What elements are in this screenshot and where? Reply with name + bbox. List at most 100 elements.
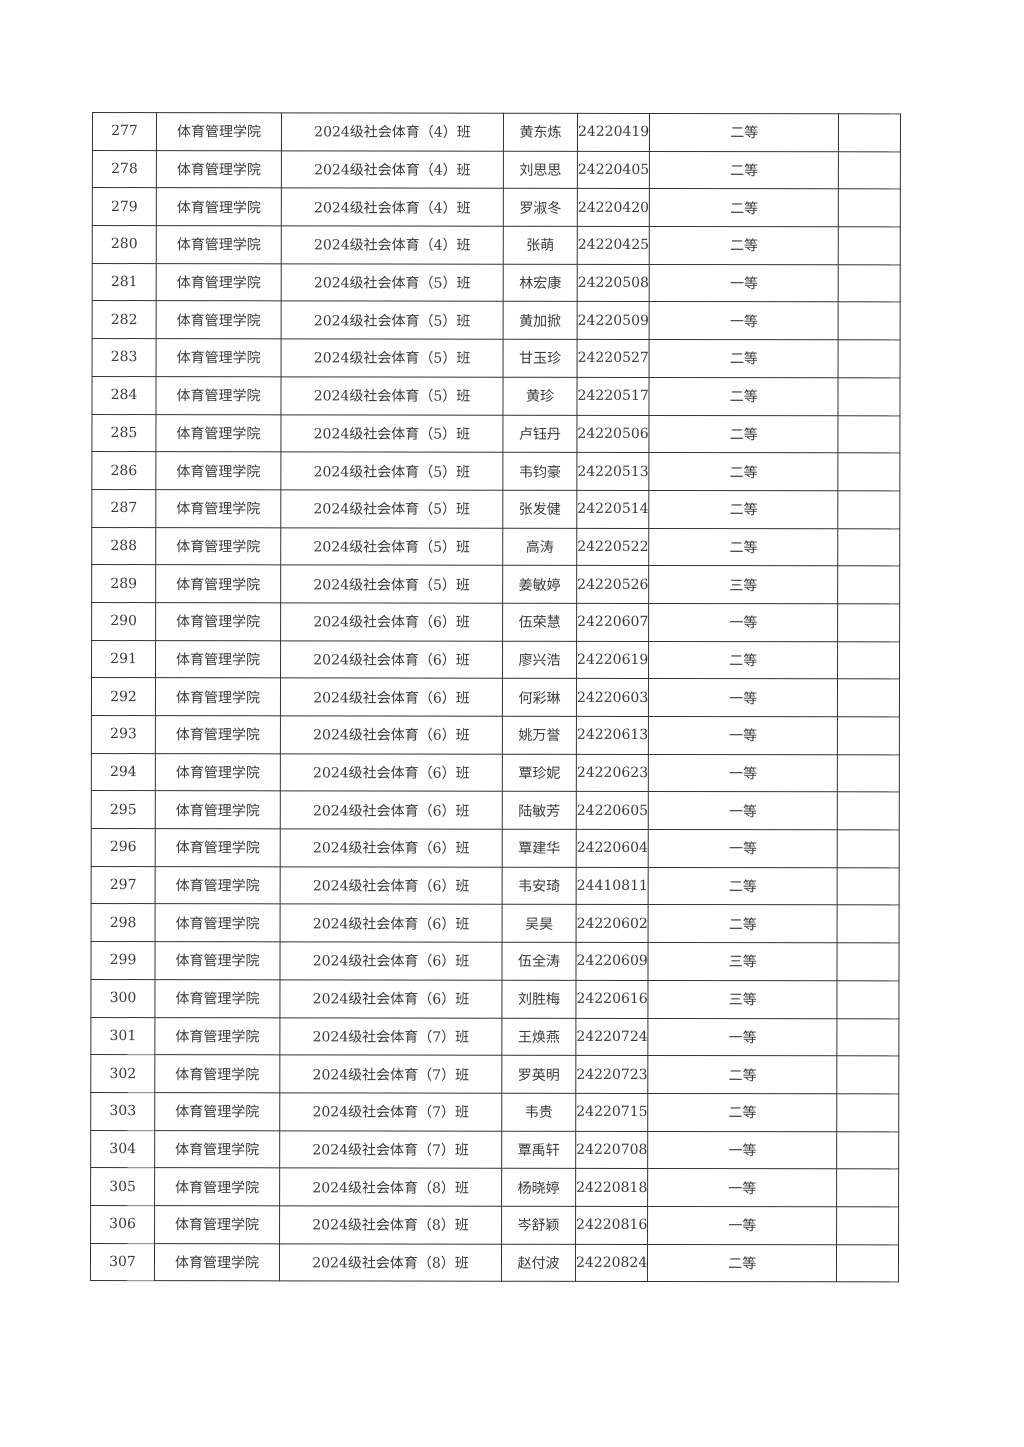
remarks-cell xyxy=(836,1169,899,1207)
class-cell: 2024级社会体育（5）班 xyxy=(281,301,504,340)
row-number: 285 xyxy=(91,414,156,452)
remarks-cell xyxy=(837,942,900,981)
class-cell: 2024级社会体育（4）班 xyxy=(281,225,504,264)
award-grade: 二等 xyxy=(649,226,839,265)
class-cell: 2024级社会体育（6）班 xyxy=(280,715,503,754)
student-id: 24220604 xyxy=(576,829,649,868)
award-grade: 三等 xyxy=(648,980,838,1019)
row-number: 296 xyxy=(91,828,156,867)
row-number: 295 xyxy=(91,790,156,829)
remarks-cell xyxy=(836,1131,899,1170)
student-name: 张发健 xyxy=(502,490,577,528)
student-id: 24220619 xyxy=(576,640,649,679)
row-number: 282 xyxy=(92,300,157,339)
student-name: 覃禹轩 xyxy=(501,1130,576,1169)
student-id: 24220623 xyxy=(576,754,649,792)
student-id: 24220527 xyxy=(577,339,650,378)
table-row: 300 体育管理学院 2024级社会体育（6）班 刘胜梅 24220616 三等 xyxy=(90,979,900,1019)
college-cell: 体育管理学院 xyxy=(156,301,282,339)
row-number: 297 xyxy=(91,866,156,905)
college-cell: 体育管理学院 xyxy=(156,225,282,264)
class-cell: 2024级社会体育（6）班 xyxy=(280,866,503,905)
college-cell: 体育管理学院 xyxy=(155,677,281,716)
student-name: 伍全涛 xyxy=(501,942,577,981)
row-number: 290 xyxy=(91,602,156,641)
college-cell: 体育管理学院 xyxy=(155,753,281,792)
remarks-cell xyxy=(837,528,901,567)
table-row: 293 体育管理学院 2024级社会体育（6）班 姚万誉 24220613 一等 xyxy=(91,715,900,755)
remarks-cell xyxy=(836,1244,899,1283)
student-id: 24220609 xyxy=(575,942,649,981)
row-number: 278 xyxy=(92,150,157,188)
class-cell: 2024级社会体育（7）班 xyxy=(279,1130,502,1169)
student-id: 24220419 xyxy=(577,113,650,152)
award-grade: 二等 xyxy=(649,151,839,190)
row-number: 289 xyxy=(91,564,156,603)
student-name: 覃珍妮 xyxy=(502,753,577,792)
award-grade: 一等 xyxy=(647,1168,837,1207)
class-cell: 2024级社会体育（5）班 xyxy=(280,376,504,415)
remarks-cell xyxy=(838,151,901,190)
college-cell: 体育管理学院 xyxy=(155,489,281,528)
student-name: 罗英明 xyxy=(501,1055,576,1094)
remarks-cell xyxy=(837,905,900,944)
row-number: 307 xyxy=(90,1243,155,1281)
student-name: 刘思思 xyxy=(503,150,578,189)
class-cell: 2024级社会体育（5）班 xyxy=(281,338,504,378)
remarks-cell xyxy=(837,641,900,680)
college-cell: 体育管理学院 xyxy=(154,1017,280,1056)
class-cell: 2024级社会体育（5）班 xyxy=(280,527,503,566)
row-number: 298 xyxy=(91,903,156,942)
college-cell: 体育管理学院 xyxy=(155,866,281,905)
college-cell: 体育管理学院 xyxy=(155,376,282,415)
student-name: 高涛 xyxy=(502,527,577,566)
class-cell: 2024级社会体育（6）班 xyxy=(280,640,503,679)
row-number: 293 xyxy=(91,715,156,754)
award-grade: 二等 xyxy=(648,867,838,906)
class-cell: 2024级社会体育（8）班 xyxy=(279,1243,502,1282)
class-cell: 2024级社会体育（5）班 xyxy=(280,414,503,453)
student-name: 王焕燕 xyxy=(501,1017,576,1056)
class-cell: 2024级社会体育（6）班 xyxy=(280,678,503,717)
award-grade: 二等 xyxy=(648,528,839,567)
student-id: 24220613 xyxy=(576,716,649,755)
student-name: 罗淑冬 xyxy=(503,188,578,227)
row-number: 304 xyxy=(90,1130,155,1168)
award-grade: 二等 xyxy=(649,188,839,227)
student-id: 24220509 xyxy=(577,301,650,340)
college-cell: 体育管理学院 xyxy=(155,564,281,603)
college-cell: 体育管理学院 xyxy=(155,828,281,867)
table-row: 307 体育管理学院 2024级社会体育（8）班 赵付波 24220824 二等 xyxy=(90,1243,899,1283)
row-number: 288 xyxy=(91,527,156,565)
student-name: 姜敏婷 xyxy=(502,565,577,604)
class-cell: 2024级社会体育（7）班 xyxy=(279,1055,502,1094)
table-row: 298 体育管理学院 2024级社会体育（6）班 吴昊 24220602 二等 xyxy=(91,903,900,944)
student-id: 24220522 xyxy=(576,527,650,566)
student-name: 甘玉珍 xyxy=(503,339,578,378)
table-row: 291 体育管理学院 2024级社会体育（6）班 廖兴浩 24220619 二等 xyxy=(91,640,900,680)
award-grade: 一等 xyxy=(648,829,838,868)
table-row: 299 体育管理学院 2024级社会体育（6）班 伍全涛 24220609 三等 xyxy=(90,941,900,981)
table-row: 301 体育管理学院 2024级社会体育（7）班 王焕燕 24220724 一等 xyxy=(90,1016,900,1057)
award-table: 277 体育管理学院 2024级社会体育（4）班 黄东炼 24220419 二等 278 体育… xyxy=(90,112,901,1283)
college-cell: 体育管理学院 xyxy=(155,602,281,641)
award-grade: 一等 xyxy=(648,791,838,830)
award-grade: 一等 xyxy=(649,301,839,340)
student-id: 24220425 xyxy=(577,226,650,265)
row-number: 279 xyxy=(92,187,157,226)
table-row: 279 体育管理学院 2024级社会体育（4）班 罗淑冬 24220420 二等 xyxy=(92,187,901,227)
student-name: 吴昊 xyxy=(502,904,577,943)
student-name: 黄珍 xyxy=(502,377,578,415)
student-id: 24220607 xyxy=(576,603,649,642)
class-cell: 2024级社会体育（6）班 xyxy=(280,753,503,792)
remarks-cell xyxy=(838,452,901,491)
table-row: 284 体育管理学院 2024级社会体育（5）班 黄珍 24220517 二等 xyxy=(91,376,901,416)
student-id: 24220605 xyxy=(576,791,649,830)
remarks-cell xyxy=(838,113,901,152)
table-row: 297 体育管理学院 2024级社会体育（6）班 韦安琦 24410811 二等 xyxy=(91,866,900,906)
student-id: 24220818 xyxy=(575,1168,648,1207)
class-cell: 2024级社会体育（6）班 xyxy=(279,979,502,1018)
remarks-cell xyxy=(838,415,901,454)
row-number: 301 xyxy=(90,1016,155,1055)
table-row: 277 体育管理学院 2024级社会体育（4）班 黄东炼 24220419 二等 xyxy=(92,112,901,152)
